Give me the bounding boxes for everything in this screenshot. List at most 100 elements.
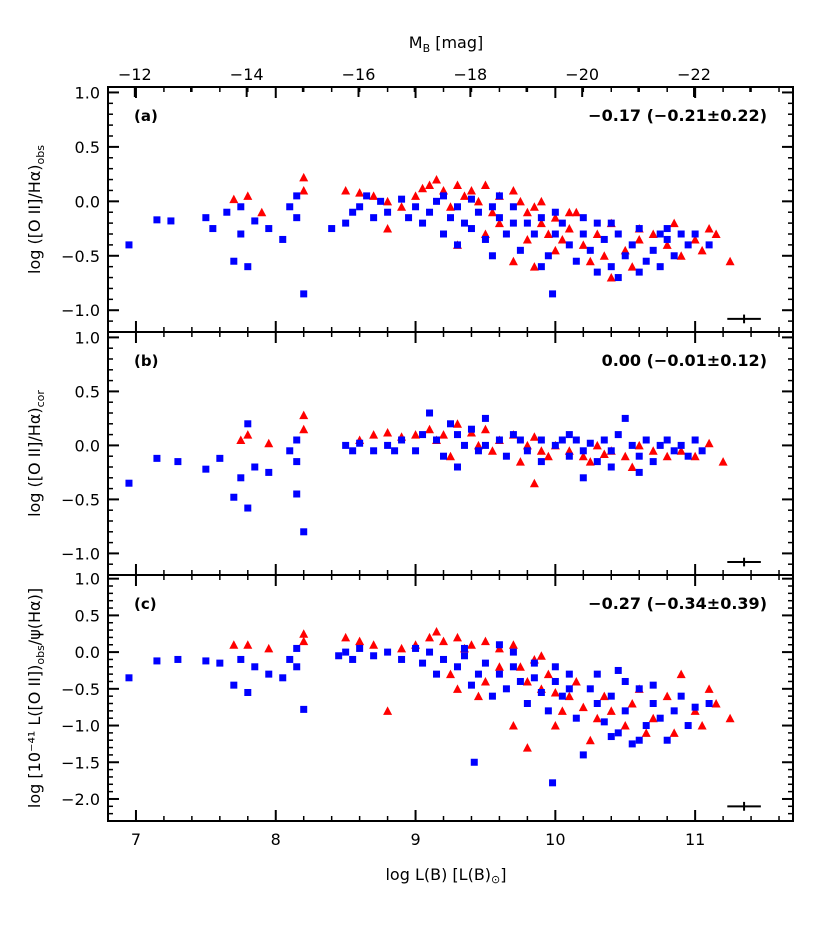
data-point	[383, 706, 393, 715]
data-point	[558, 219, 566, 227]
data-point	[293, 644, 301, 652]
data-point	[299, 424, 309, 434]
data-point	[473, 691, 483, 701]
data-point	[515, 457, 525, 466]
data-point	[432, 627, 442, 636]
data-point	[648, 229, 658, 238]
data-point	[474, 447, 482, 455]
data-point	[592, 440, 602, 450]
data-point	[257, 207, 267, 217]
data-point	[642, 257, 650, 265]
y-tick-label: 0.0	[75, 436, 100, 455]
data-point	[530, 230, 538, 238]
data-point	[691, 703, 699, 711]
data-point	[515, 196, 525, 206]
data-point	[356, 439, 364, 447]
data-point	[452, 632, 462, 642]
y-tick-label: −0.5	[61, 490, 100, 509]
data-point	[480, 636, 490, 646]
data-point	[452, 684, 462, 693]
data-point	[711, 699, 721, 708]
data-point	[453, 203, 461, 211]
data-point	[593, 458, 601, 466]
data-point	[571, 207, 581, 217]
data-point	[293, 663, 301, 671]
data-point	[691, 230, 699, 238]
data-point	[370, 447, 378, 455]
data-point	[635, 268, 643, 276]
data-point	[578, 240, 588, 249]
x-tick-label: 11	[685, 830, 705, 849]
data-point	[293, 192, 301, 200]
data-point	[279, 674, 287, 682]
data-point	[585, 457, 595, 466]
data-point	[635, 468, 643, 476]
data-point	[495, 641, 503, 649]
data-point	[592, 229, 602, 238]
data-point	[641, 728, 651, 737]
data-point	[447, 214, 454, 222]
data-point	[600, 718, 608, 726]
data-point	[669, 218, 679, 228]
data-point	[705, 700, 713, 708]
data-point	[202, 657, 210, 665]
data-point	[293, 214, 301, 222]
data-point	[565, 685, 573, 693]
data-point	[571, 676, 581, 686]
data-point	[649, 681, 657, 689]
data-point	[495, 192, 503, 200]
y-tick-label: −1.0	[61, 301, 100, 320]
data-point	[529, 262, 539, 271]
data-point	[614, 729, 622, 737]
data-point	[243, 640, 253, 649]
data-point	[691, 436, 699, 444]
data-point	[426, 648, 434, 656]
data-point	[690, 234, 700, 244]
data-point	[551, 208, 559, 216]
data-point	[398, 195, 406, 203]
data-point	[391, 447, 399, 455]
data-point	[663, 235, 671, 243]
data-point	[564, 224, 574, 233]
data-point	[599, 251, 609, 260]
data-point	[466, 185, 476, 195]
y-tick-label: 0.5	[75, 382, 100, 401]
data-point	[264, 438, 274, 448]
data-point	[467, 681, 475, 689]
y-axis-label: log ([O II]/Hα)cor	[25, 390, 47, 517]
data-point	[508, 256, 518, 266]
data-point	[216, 454, 224, 462]
data-point	[237, 230, 245, 238]
data-point	[481, 235, 489, 243]
data-point	[600, 235, 608, 243]
data-point	[523, 447, 531, 455]
data-point	[440, 452, 448, 460]
data-point	[648, 446, 658, 455]
data-point	[537, 263, 545, 271]
y-axis-label: log [10⁻⁴¹ L([O II])obs/ψ(Hα)]	[25, 588, 47, 808]
panels: −1.0 −0.5 0.0 0.5 1.0 (a) −0.17 (−0.21±0.22) lo…	[25, 83, 794, 849]
data-point	[286, 203, 294, 211]
data-point	[551, 663, 559, 671]
data-point	[516, 677, 524, 685]
data-point	[384, 648, 392, 656]
data-point	[502, 685, 510, 693]
data-point	[398, 655, 406, 663]
data-point	[509, 203, 517, 211]
data-point	[209, 225, 217, 233]
data-point	[481, 659, 489, 667]
data-point	[684, 722, 692, 730]
data-point	[662, 451, 672, 461]
data-point	[125, 674, 133, 682]
data-point	[516, 246, 524, 254]
data-point	[586, 246, 594, 254]
data-point	[669, 728, 679, 737]
data-point	[578, 451, 588, 461]
data-point	[697, 245, 707, 255]
data-point	[502, 452, 510, 460]
data-point	[440, 230, 448, 238]
data-point	[341, 632, 351, 642]
y-tick-label: 1.0	[75, 570, 100, 589]
data-point	[564, 207, 574, 217]
data-point	[509, 663, 517, 671]
